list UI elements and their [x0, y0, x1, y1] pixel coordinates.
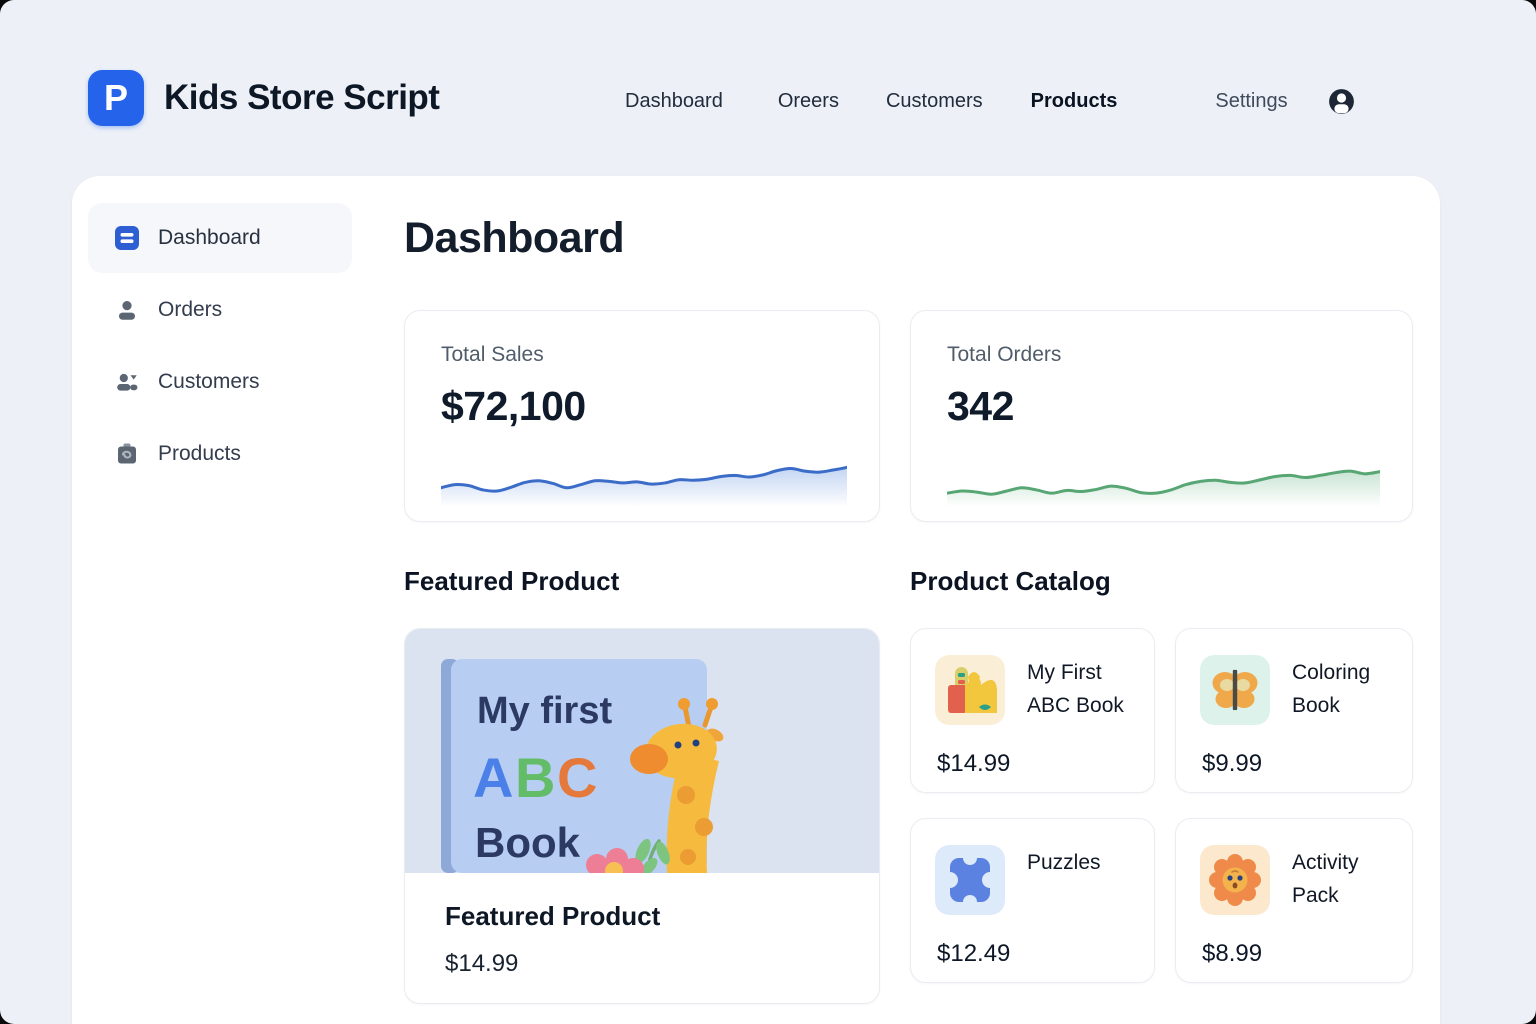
giraffe-illustration: [630, 698, 724, 873]
total-orders-card: Total Orders 342: [910, 310, 1413, 522]
product-price: $14.99: [937, 750, 1011, 777]
sidebar-item-orders[interactable]: Orders: [88, 275, 352, 345]
app-title: Kids Store Script: [164, 78, 440, 117]
stat-label: Total Orders: [947, 343, 1062, 366]
main-panel: Dashboard Orders Customers: [72, 176, 1440, 1024]
sidebar-item-customers[interactable]: Customers: [88, 347, 352, 417]
total-sales-sparkline: [441, 445, 847, 507]
featured-product-card[interactable]: My first A B C Book: [404, 628, 880, 1004]
stat-label: Total Sales: [441, 343, 544, 366]
product-price: $9.99: [1202, 750, 1263, 777]
cover-line1: My first: [477, 690, 612, 732]
featured-heading: Featured Product: [404, 566, 620, 596]
users-icon: [114, 369, 140, 395]
product-card-puzzles[interactable]: Puzzles $12.49: [910, 818, 1155, 983]
puzzle-icon: [935, 845, 1005, 915]
total-orders-sparkline: [947, 445, 1380, 507]
stat-value: $72,100: [441, 383, 586, 429]
nav-customers[interactable]: Customers: [885, 90, 983, 112]
featured-card-body: Featured Product $14.99: [405, 873, 879, 978]
cover-line2: Book: [475, 819, 581, 866]
sidebar-item-products[interactable]: Products: [88, 419, 352, 489]
sidebar-item-label: Dashboard: [158, 226, 261, 249]
top-nav: Dashboard Oreers Customers Products Sett…: [625, 88, 1355, 115]
product-title: Activity Pack: [1292, 851, 1359, 907]
nav-oreers[interactable]: Oreers: [777, 90, 839, 112]
featured-card-title: Featured Product: [445, 901, 661, 931]
logo-letter: P: [103, 77, 128, 118]
abc-book-icon: [935, 655, 1005, 725]
nav-settings[interactable]: Settings: [1215, 90, 1288, 112]
cover-letter-a: A: [473, 746, 513, 809]
product-price: $8.99: [1202, 940, 1263, 967]
product-card-coloring-book[interactable]: Coloring Book $9.99: [1175, 628, 1413, 793]
featured-product-image: My first A B C Book: [405, 629, 879, 873]
product-price: $12.49: [937, 940, 1011, 967]
catalog-heading: Product Catalog: [910, 566, 1111, 596]
dashboard-icon: [114, 225, 140, 251]
sidebar-item-label: Products: [158, 442, 241, 465]
total-sales-card: Total Sales $72,100: [404, 310, 880, 522]
nav-dashboard[interactable]: Dashboard: [625, 90, 723, 112]
stats-row: Total Sales $72,100 Total Orders 342: [404, 310, 1413, 522]
product-title: My First ABC Book: [1027, 661, 1124, 717]
product-catalog-grid: My First ABC Book $14.99: [910, 628, 1413, 983]
sidebar-item-label: Orders: [158, 298, 223, 321]
sidebar-item-label: Customers: [158, 370, 260, 393]
cover-letter-c: C: [557, 746, 597, 809]
page-title: Dashboard: [404, 214, 625, 262]
box-icon: [114, 441, 140, 467]
product-card-activity-pack[interactable]: Activity Pack $8.99: [1175, 818, 1413, 983]
sidebar: Dashboard Orders Customers: [88, 203, 352, 491]
nav-products[interactable]: Products: [1030, 90, 1118, 112]
app-logo: P: [88, 70, 144, 126]
cover-letter-b: B: [515, 746, 555, 809]
butterfly-icon: [1200, 655, 1270, 725]
stat-value: 342: [947, 383, 1014, 429]
sidebar-item-dashboard[interactable]: Dashboard: [88, 203, 352, 273]
sun-flower-icon: [1200, 845, 1270, 915]
user-icon: [114, 297, 140, 323]
user-avatar-icon[interactable]: [1328, 88, 1355, 115]
product-title: Puzzles: [1027, 851, 1101, 874]
product-title: Coloring Book: [1292, 661, 1371, 717]
product-card-abc-book[interactable]: My First ABC Book $14.99: [910, 628, 1155, 793]
featured-card-price: $14.99: [445, 950, 519, 977]
brand[interactable]: P Kids Store Script: [88, 70, 440, 126]
flower-illustration: [586, 838, 670, 873]
